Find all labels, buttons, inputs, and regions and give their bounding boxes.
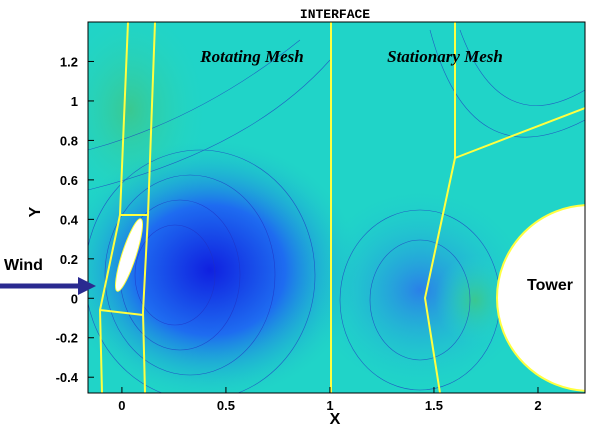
annotation: Rotating Mesh: [199, 47, 303, 66]
x-tick-label: 1.5: [425, 398, 443, 413]
annotation: Wind: [4, 257, 43, 274]
y-tick-label: 0.6: [60, 173, 78, 188]
x-axis-label: X: [330, 411, 341, 428]
contour-field: [88, 22, 585, 393]
x-tick-label: 2: [534, 398, 541, 413]
x-tick-label: 1: [326, 398, 333, 413]
y-tick-label: -0.4: [56, 370, 79, 385]
wind-arrow-head: [78, 277, 96, 295]
chart-title: INTERFACE: [300, 7, 370, 22]
y-tick-label: 0.4: [60, 212, 79, 227]
x-tick-label: 0: [118, 398, 125, 413]
annotation: Tower: [527, 277, 573, 294]
y-tick-label: 1: [71, 94, 78, 109]
y-tick-label: 0: [71, 291, 78, 306]
y-axis-label: Y: [27, 206, 44, 217]
annotation: Stationary Mesh: [387, 47, 503, 66]
y-tick-label: 0.2: [60, 252, 78, 267]
x-tick-label: 0.5: [217, 398, 235, 413]
plot-frame: [87, 21, 586, 394]
y-tick-label: -0.2: [56, 331, 78, 346]
y-tick-label: 1.2: [60, 54, 78, 69]
y-tick-label: 0.8: [60, 133, 78, 148]
